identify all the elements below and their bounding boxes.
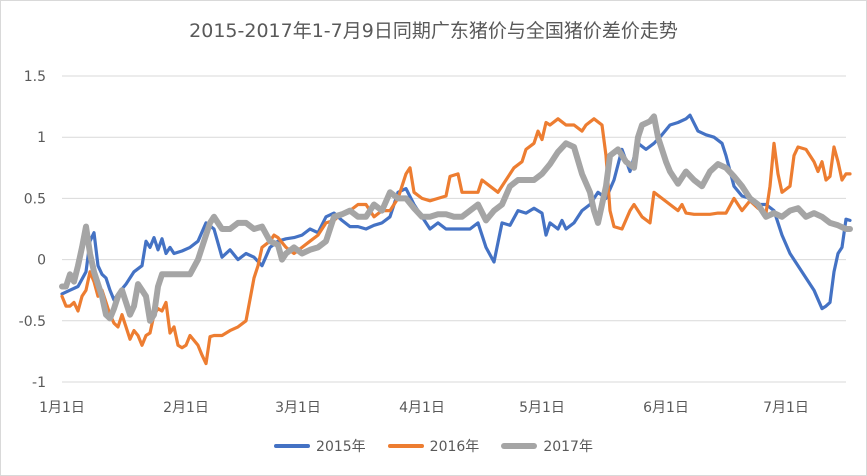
x-tick-label: 2月1日 bbox=[163, 400, 209, 416]
x-tick-label: 4月1日 bbox=[399, 400, 445, 416]
y-tick-label: 1.5 bbox=[24, 69, 46, 85]
legend-item: 2015年 bbox=[274, 436, 366, 456]
series-line-3 bbox=[59, 113, 853, 324]
legend-swatch bbox=[274, 444, 311, 448]
x-tick-label: 1月1日 bbox=[39, 400, 85, 416]
y-tick-label: -1 bbox=[32, 375, 46, 391]
x-tick-label: 6月1日 bbox=[643, 400, 689, 416]
y-axis-ticks: 1.5 1 0.5 0 -0.5 -1 bbox=[19, 69, 46, 391]
x-tick-label: 7月1日 bbox=[763, 400, 809, 416]
legend-item: 2016年 bbox=[387, 436, 480, 456]
grid-lines bbox=[62, 75, 846, 383]
series-line-2 bbox=[60, 117, 852, 366]
y-tick-label: 0 bbox=[37, 253, 46, 269]
x-tick-label: 3月1日 bbox=[275, 400, 321, 416]
legend: 2015年 2016年 2017年 bbox=[0, 436, 867, 456]
y-tick-label: 1 bbox=[37, 130, 46, 146]
series-line-1 bbox=[60, 113, 852, 311]
x-axis-ticks: 1月1日 2月1日 3月1日 4月1日 5月1日 6月1日 7月1日 bbox=[39, 400, 809, 416]
series-lines bbox=[59, 113, 853, 366]
legend-label: 2015年 bbox=[316, 439, 366, 455]
y-tick-label: 0.5 bbox=[24, 191, 46, 207]
chart-title: 2015-2017年1-7月9日同期广东猪价与全国猪价差价走势 bbox=[189, 20, 678, 42]
y-tick-label: -0.5 bbox=[19, 314, 46, 330]
legend-swatch bbox=[501, 443, 538, 449]
legend-label: 2016年 bbox=[429, 439, 480, 455]
legend-label: 2017年 bbox=[543, 439, 593, 455]
legend-item: 2017年 bbox=[501, 436, 593, 456]
x-tick-label: 5月1日 bbox=[519, 400, 565, 416]
legend-swatch bbox=[387, 444, 424, 448]
